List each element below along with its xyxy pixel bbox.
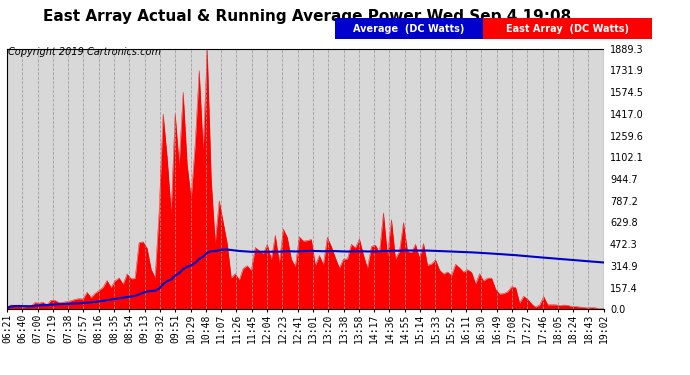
Text: Copyright 2019 Cartronics.com: Copyright 2019 Cartronics.com	[8, 47, 161, 57]
Text: East Array  (DC Watts): East Array (DC Watts)	[506, 24, 629, 33]
Text: East Array Actual & Running Average Power Wed Sep 4 19:08: East Array Actual & Running Average Powe…	[43, 9, 571, 24]
Text: Average  (DC Watts): Average (DC Watts)	[353, 24, 464, 33]
